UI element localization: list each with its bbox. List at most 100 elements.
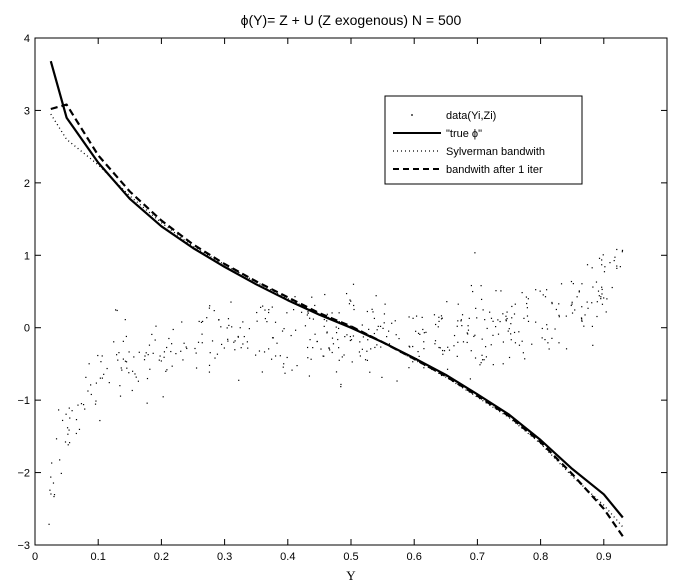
scatter-point [231, 326, 233, 328]
scatter-point [502, 313, 504, 315]
scatter-point [447, 346, 449, 348]
scatter-point [470, 284, 473, 287]
scatter-point [380, 346, 382, 348]
x-tick-label: 0.4 [280, 551, 295, 563]
x-tick-label: 0.1 [91, 551, 106, 563]
scatter-point [293, 309, 295, 311]
scatter-point [601, 286, 603, 288]
scatter-point [55, 438, 58, 440]
scatter-point [433, 314, 436, 316]
scatter-point [341, 356, 343, 358]
scatter-point [565, 315, 567, 317]
scatter-point [603, 271, 606, 273]
scatter-point [323, 325, 325, 327]
scatter-point [208, 371, 211, 373]
scatter-point [423, 341, 425, 343]
scatter-layer [48, 248, 624, 525]
scatter-point [460, 319, 462, 321]
scatter-point [571, 312, 574, 314]
scatter-point [294, 329, 297, 331]
lines-layer [49, 60, 624, 537]
scatter-point [505, 315, 507, 317]
scatter-point [466, 332, 468, 334]
scatter-point [324, 293, 326, 296]
scatter-point [263, 351, 266, 353]
scatter-point [200, 321, 203, 323]
scatter-point [163, 351, 166, 353]
scatter-point [331, 337, 334, 339]
scatter-point [206, 317, 208, 319]
scatter-point [143, 359, 146, 361]
scatter-point [412, 345, 414, 348]
scatter-point [383, 313, 386, 315]
scatter-point [466, 341, 468, 344]
scatter-point [361, 348, 363, 350]
scatter-point [119, 385, 121, 387]
scatter-point [456, 355, 458, 357]
scatter-point [183, 342, 185, 344]
scatter-point [238, 379, 240, 381]
scatter-point [353, 308, 355, 311]
scatter-point [151, 333, 153, 336]
scatter-point [294, 296, 296, 298]
scatter-point [243, 335, 245, 338]
scatter-point [309, 339, 311, 341]
scatter-point [422, 328, 424, 331]
scatter-point [375, 295, 377, 297]
scatter-point [119, 395, 122, 397]
scatter-point [182, 359, 184, 361]
scatter-point [484, 319, 486, 321]
scatter-point [586, 301, 588, 303]
scatter-point [201, 333, 203, 335]
scatter-point [286, 356, 288, 359]
scatter-point [480, 298, 483, 301]
y-tick-label: 2 [24, 178, 30, 190]
scatter-point [266, 321, 268, 323]
scatter-point [580, 317, 583, 319]
scatter-point [440, 374, 443, 377]
scatter-point [440, 315, 443, 317]
scatter-point [312, 318, 315, 320]
scatter-point [611, 286, 613, 289]
scatter-point [518, 344, 521, 346]
scatter-point [308, 375, 311, 377]
scatter-point [166, 346, 168, 349]
scatter-point [122, 358, 124, 360]
scatter-point [147, 354, 149, 356]
scatter-point [467, 329, 470, 331]
scatter-point [442, 353, 444, 355]
scatter-point [548, 348, 550, 350]
scatter-point [65, 413, 67, 415]
scatter-point [307, 357, 309, 359]
scatter-point [377, 325, 379, 327]
scatter-point [521, 292, 523, 294]
scatter-point [256, 311, 258, 314]
legend-entry-sylverman: Sylverman bandwith [393, 146, 545, 158]
scatter-point [508, 356, 511, 359]
scatter-point [596, 301, 598, 303]
scatter-point [494, 326, 497, 328]
scatter-point [527, 320, 530, 323]
scatter-point [423, 332, 425, 334]
scatter-point [361, 324, 363, 326]
scatter-point [209, 352, 211, 354]
y-tick-label: 1 [24, 250, 30, 262]
scatter-point [417, 350, 419, 353]
scatter-point [601, 259, 603, 261]
scatter-point [228, 324, 230, 327]
scatter-point [221, 343, 223, 346]
scatter-point [480, 362, 482, 364]
scatter-point [495, 290, 497, 292]
scatter-point [373, 332, 375, 335]
scatter-point [331, 312, 333, 314]
scatter-point [226, 327, 228, 329]
scatter-point [513, 313, 516, 315]
scatter-point [446, 368, 449, 370]
scatter-point [394, 320, 396, 322]
scatter-point [338, 312, 340, 314]
scatter-point [343, 354, 345, 356]
scatter-point [233, 341, 235, 343]
legend: data(Yi,Zi) "true ϕ" Sylverman bandwith … [384, 95, 583, 185]
scatter-point [162, 396, 164, 398]
scatter-point [391, 322, 393, 324]
